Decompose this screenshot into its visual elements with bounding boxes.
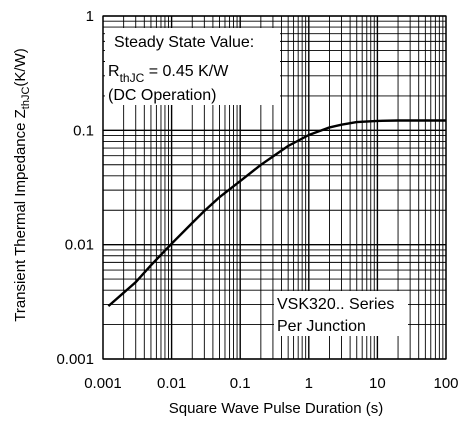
x-tick-label: 1 [305, 375, 313, 392]
series-note-line2: Per Junction [277, 318, 366, 335]
rthjc-symbol: R [108, 63, 120, 80]
x-tick-label: 0.01 [157, 375, 186, 392]
y-tick-labels: 0.001 0.01 0.1 1 [56, 8, 94, 368]
y-tick-label: 0.1 [73, 122, 94, 139]
series-note-line1: VSK320.. Series [277, 296, 394, 313]
y-tick-label: 1 [86, 8, 94, 25]
rthjc-value: = 0.45 K/W [144, 63, 229, 80]
x-axis-title: Square Wave Pulse Duration (s) [169, 400, 384, 417]
y-axis-title-unit: (K/W) [12, 48, 29, 86]
y-axis-title: Transient Thermal Impedance ZthJC(K/W) [12, 48, 32, 322]
plot-frame [102, 15, 447, 360]
y-axis-title-main: Transient Thermal Impedance Z [12, 109, 29, 322]
steady-state-note-line2: RthJC = 0.45 K/W [108, 63, 229, 85]
y-axis-title-subscript: thJC [20, 87, 32, 110]
y-tick-label: 0.01 [65, 237, 94, 254]
x-tick-label: 10 [369, 375, 386, 392]
x-tick-label: 100 [433, 375, 458, 392]
y-tick-label: 0.001 [56, 351, 94, 368]
x-tick-labels: 0.001 0.01 0.1 1 10 100 [84, 375, 458, 392]
series-note-background [274, 291, 408, 336]
x-tick-label: 0.001 [84, 375, 122, 392]
steady-state-note-line3: (DC Operation) [108, 87, 216, 104]
steady-state-note-background [105, 28, 280, 105]
rthjc-subscript: thJC [120, 71, 145, 85]
steady-state-note-line1: Steady State Value: [114, 34, 254, 51]
impedance-curve [107, 119, 446, 308]
x-tick-label: 0.1 [230, 375, 251, 392]
